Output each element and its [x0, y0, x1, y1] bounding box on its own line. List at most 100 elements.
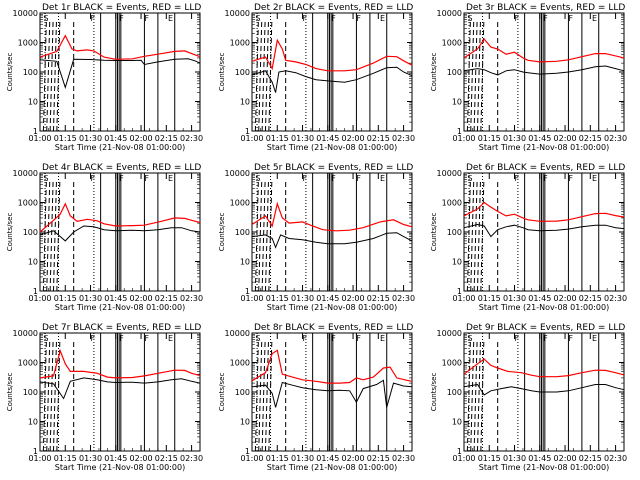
- x-tick-label: 01:45: [316, 134, 339, 143]
- dashed-marker: [473, 340, 478, 452]
- plot-frame: [251, 12, 413, 132]
- x-tick-label: 01:15: [478, 134, 501, 143]
- dashed-marker: [46, 20, 51, 132]
- marker-label: F: [331, 334, 336, 343]
- dashed-marker: [466, 340, 471, 452]
- y-axis-label: Counts/sec: [218, 53, 226, 92]
- y-axis-label: Counts/sec: [430, 373, 438, 412]
- y-tick-label: 10: [452, 418, 462, 427]
- x-tick-label: 02:00: [342, 454, 365, 463]
- marker-label: S: [255, 14, 260, 23]
- y-axis-label: Counts/sec: [218, 373, 226, 412]
- marker-label: S: [255, 174, 260, 183]
- panel-title: Det 4r BLACK = Events, RED = LLD: [42, 163, 201, 173]
- dashed-marker: [268, 180, 273, 292]
- y-tick-label: 100: [235, 228, 250, 237]
- y-tick-label: 10: [28, 418, 38, 427]
- y-tick-label: 100: [447, 68, 462, 77]
- y-tick-label: 100: [23, 388, 38, 397]
- plot-frame: [39, 172, 201, 292]
- marker-label: E: [592, 14, 597, 23]
- y-tick-label: 10: [240, 98, 250, 107]
- y-tick-label: 1000: [442, 359, 462, 368]
- x-tick-label: 01:00: [452, 454, 475, 463]
- y-tick-label: 10000: [225, 169, 250, 178]
- dashed-marker: [56, 340, 61, 452]
- y-tick-label: 1000: [230, 359, 250, 368]
- panel-title: Det 2r BLACK = Events, RED = LLD: [254, 3, 413, 13]
- x-tick-label: 02:15: [579, 134, 602, 143]
- dashed-marker: [46, 180, 51, 292]
- marker-label: F: [303, 14, 308, 23]
- x-tick-label: 01:30: [291, 134, 314, 143]
- y-axis-label: Counts/sec: [430, 213, 438, 252]
- marker-label: F: [144, 174, 149, 183]
- marker-label: E: [592, 334, 597, 343]
- x-tick-label: 02:15: [579, 454, 602, 463]
- marker-label: S: [43, 334, 48, 343]
- x-tick-label: 01:00: [240, 294, 263, 303]
- x-tick-label: 02:30: [604, 294, 627, 303]
- marker-label: F: [515, 14, 520, 23]
- x-tick-label: 01:30: [503, 294, 526, 303]
- y-tick-label: 1: [33, 287, 38, 296]
- y-tick-label: 10: [28, 258, 38, 267]
- x-tick-label: 02:30: [604, 454, 627, 463]
- dashed-marker: [470, 340, 475, 452]
- panel-title: Det 3r BLACK = Events, RED = LLD: [466, 3, 625, 13]
- marker-label: F: [303, 174, 308, 183]
- x-axis-label: Start Time (21-Nov-08 01:00:00): [267, 303, 397, 312]
- lld-series-line: [463, 358, 625, 378]
- lld-series-line: [463, 38, 625, 63]
- y-axis-label: Counts/sec: [218, 213, 226, 252]
- dashed-marker: [52, 340, 57, 452]
- marker-label: F: [543, 334, 548, 343]
- x-tick-label: 01:00: [28, 454, 51, 463]
- marker-label: F: [543, 174, 548, 183]
- y-tick-label: 100: [447, 388, 462, 397]
- x-tick-label: 02:00: [130, 134, 153, 143]
- x-tick-label: 02:30: [180, 294, 203, 303]
- y-tick-label: 1: [457, 447, 462, 456]
- x-axis-label: Start Time (21-Nov-08 01:00:00): [267, 463, 397, 472]
- marker-label: F: [119, 174, 124, 183]
- x-tick-label: 01:00: [452, 134, 475, 143]
- y-tick-label: 1: [33, 127, 38, 136]
- dashed-marker: [46, 340, 51, 452]
- dashed-marker: [480, 180, 485, 292]
- dashed-marker: [49, 180, 54, 292]
- x-tick-label: 01:15: [478, 294, 501, 303]
- marker-label: F: [91, 334, 96, 343]
- plot-frame: [39, 12, 201, 132]
- marker-label: F: [356, 334, 361, 343]
- y-axis-label: Counts/sec: [6, 373, 14, 412]
- dashed-marker: [56, 20, 61, 132]
- y-tick-label: 100: [447, 228, 462, 237]
- x-tick-label: 01:45: [528, 454, 551, 463]
- marker-label: F: [91, 14, 96, 23]
- x-axis-label: Start Time (21-Nov-08 01:00:00): [479, 303, 609, 312]
- y-tick-label: 1: [457, 287, 462, 296]
- dashed-marker: [264, 20, 269, 132]
- marker-label: F: [119, 334, 124, 343]
- marker-label: F: [303, 334, 308, 343]
- dashed-marker: [42, 340, 47, 452]
- x-tick-label: 01:15: [266, 294, 289, 303]
- x-tick-label: 01:00: [452, 294, 475, 303]
- lld-series-line: [251, 201, 413, 232]
- x-tick-label: 02:30: [392, 294, 415, 303]
- marker-label: S: [43, 174, 48, 183]
- lld-series-line: [463, 201, 625, 222]
- x-tick-label: 02:00: [554, 454, 577, 463]
- y-tick-label: 1000: [18, 359, 38, 368]
- x-tick-label: 01:45: [316, 294, 339, 303]
- y-tick-label: 1000: [442, 199, 462, 208]
- plot-frame: [39, 332, 201, 452]
- y-tick-label: 1000: [18, 199, 38, 208]
- events-series-line: [39, 225, 201, 242]
- events-series-line: [463, 383, 625, 396]
- y-tick-label: 1: [245, 127, 250, 136]
- marker-label: F: [515, 334, 520, 343]
